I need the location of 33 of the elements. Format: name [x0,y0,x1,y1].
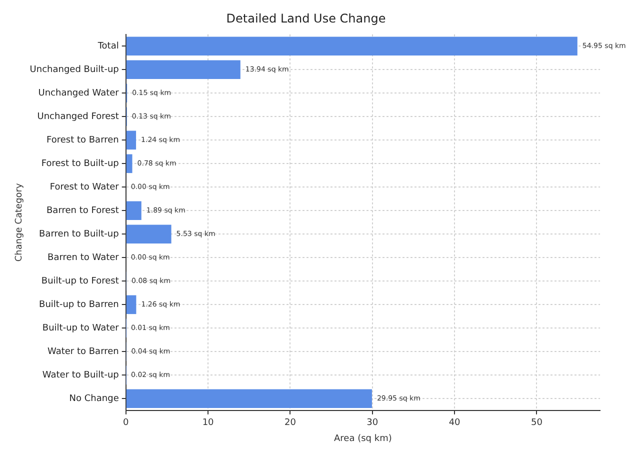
y-tick-label: Forest to Built-up [41,158,120,169]
bar [126,224,172,244]
bar [126,295,136,314]
x-tick-label: 10 [202,418,214,428]
bar [126,130,136,150]
y-tick-label: Forest to Water [50,182,120,192]
bar [126,36,578,56]
y-tick-label: Total [96,41,119,52]
y-tick-label: Water to Built-up [42,370,120,380]
y-tick-label: Water to Barren [48,346,119,357]
y-tick-label: No Change [69,394,120,404]
x-tick-label: 0 [122,418,129,428]
y-tick-label: Built-up to Forest [41,276,120,286]
y-tick-label: Unchanged Forest [37,112,120,122]
y-tick-label: Built-up to Barren [39,300,119,310]
bar [126,201,142,220]
y-tick-label: Barren to Water [48,252,120,263]
x-axis-title: Area (sq km) [334,434,392,444]
y-axis-title: Change Category [14,182,25,262]
y-tick-label: Barren to Forest [46,206,120,216]
y-tick-label: Built-up to Water [42,323,120,334]
y-tick-label: Forest to Barren [46,135,119,146]
bar [126,154,132,174]
chart-title: Detailed Land Use Change [226,11,386,26]
y-tick-label: Barren to Built-up [39,229,120,240]
x-tick-label: 40 [448,418,461,428]
y-tick-label: Unchanged Water [38,88,120,98]
x-tick-label: 20 [284,418,296,428]
y-tick-label: Unchanged Built-up [30,64,120,75]
bar [126,60,240,80]
x-tick-label: 50 [531,418,543,428]
bar [126,389,372,408]
x-tick-label: 30 [366,418,378,428]
